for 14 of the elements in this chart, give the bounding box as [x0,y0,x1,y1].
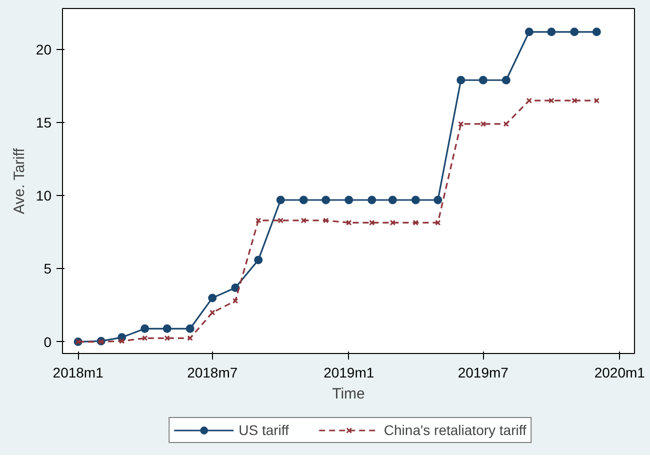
x-tick-label: 2020m1 [594,364,646,380]
y-tick-label: 15 [36,114,52,131]
legend-label: US tariff [238,422,289,438]
y-tick-label: 0 [44,334,52,350]
y-axis-title: Ave. Tariff [10,147,28,214]
x-tick-label: 2019m7 [458,364,509,380]
legend-label: China's retaliatory tariff [384,422,526,438]
x-tick-label: 2018m7 [187,364,238,380]
x-tick-label: 2018m1 [52,364,104,380]
y-tick-label: 10 [36,188,52,204]
x-tick-label: 2019m1 [324,364,374,380]
y-tick-label: 20 [36,41,52,58]
x-axis-title: Time [332,386,365,402]
y-tick-label: 5 [44,260,52,277]
